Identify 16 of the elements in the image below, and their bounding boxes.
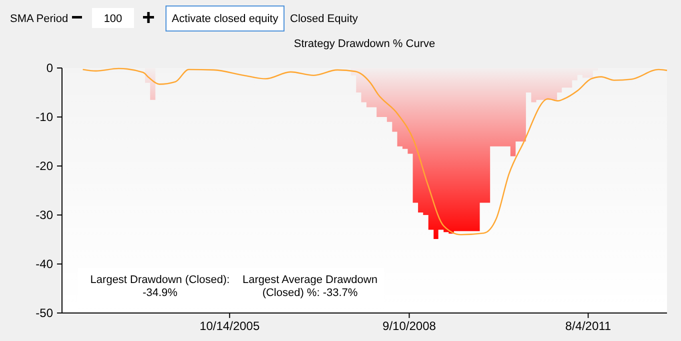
y-tick-label: -30 <box>36 208 54 222</box>
y-tick-label: -10 <box>36 110 54 124</box>
annotation: Largest Average Drawdown (Closed) %: -33.7% <box>242 274 378 299</box>
annotation: Largest Drawdown (Closed): -34.9% <box>90 274 230 299</box>
x-tick-label: 8/4/2011 <box>565 319 612 333</box>
text: 100 <box>104 13 122 25</box>
y-tick-label: -50 <box>36 306 54 320</box>
y-tick-label: 0 <box>46 61 54 75</box>
y-tick-label: -40 <box>36 257 54 271</box>
x-tick-label: 9/10/2008 <box>382 319 436 333</box>
text: Activate closed equity <box>172 13 279 25</box>
text: Closed Equity <box>290 13 358 25</box>
y-tick-label: -20 <box>36 159 54 173</box>
chart-title: Strategy Drawdown % Curve <box>294 38 436 50</box>
text: SMA Period <box>10 13 68 25</box>
x-tick-label: 10/14/2005 <box>200 319 260 333</box>
